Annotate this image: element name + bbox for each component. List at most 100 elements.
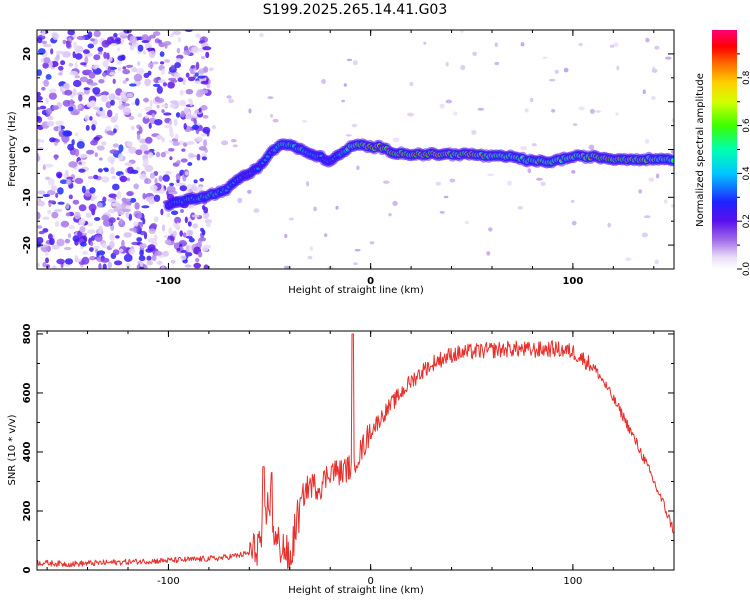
noise-blob bbox=[108, 193, 117, 199]
noise-blob bbox=[169, 182, 175, 187]
noise-blob bbox=[82, 250, 88, 255]
noise-blob bbox=[94, 152, 99, 157]
noise-blob bbox=[56, 258, 65, 265]
noise-blob bbox=[520, 146, 528, 151]
noise-blob bbox=[652, 66, 656, 71]
x-tick-label: 100 bbox=[562, 276, 583, 287]
noise-blob bbox=[146, 111, 154, 116]
noise-blob bbox=[175, 173, 181, 181]
noise-blob bbox=[202, 245, 209, 252]
noise-blob bbox=[184, 216, 188, 224]
noise-blob bbox=[68, 194, 73, 200]
noise-blob bbox=[321, 79, 326, 84]
noise-blob bbox=[142, 50, 147, 55]
noise-blob bbox=[84, 114, 90, 121]
noise-blob bbox=[37, 37, 43, 44]
noise-blob bbox=[460, 30, 464, 34]
noise-blob bbox=[199, 177, 205, 182]
noise-blob bbox=[37, 262, 41, 268]
noise-blob bbox=[37, 236, 44, 244]
spectrogram-ylabel: Frequency (Hz) bbox=[7, 111, 18, 187]
noise-blob bbox=[63, 83, 69, 89]
noise-blob bbox=[72, 199, 80, 205]
noise-blob bbox=[116, 190, 122, 199]
noise-blob bbox=[117, 67, 122, 72]
noise-blob bbox=[55, 50, 65, 55]
noise-blob bbox=[68, 106, 74, 112]
noise-blob bbox=[144, 78, 152, 87]
noise-blob bbox=[74, 75, 81, 79]
noise-blob bbox=[108, 93, 116, 101]
noise-blob bbox=[200, 56, 206, 60]
noise-blob bbox=[178, 140, 185, 146]
noise-blob bbox=[149, 50, 156, 59]
noise-blob bbox=[648, 177, 655, 182]
noise-blob bbox=[472, 51, 477, 56]
noise-blob bbox=[520, 42, 525, 47]
noise-blob bbox=[170, 259, 176, 264]
noise-blob bbox=[45, 264, 50, 269]
noise-blob bbox=[149, 184, 158, 191]
noise-blob bbox=[392, 137, 400, 143]
noise-blob bbox=[136, 81, 141, 86]
noise-blob bbox=[197, 251, 203, 258]
noise-blob bbox=[79, 154, 88, 158]
noise-blob bbox=[134, 202, 140, 210]
noise-blob bbox=[665, 56, 672, 60]
noise-blob bbox=[507, 180, 512, 186]
noise-blob bbox=[578, 106, 585, 111]
noise-blob bbox=[166, 213, 171, 218]
noise-blob bbox=[129, 45, 135, 51]
noise-blob bbox=[102, 60, 109, 68]
noise-blob bbox=[588, 144, 595, 150]
noise-blob bbox=[60, 60, 66, 66]
noise-blob bbox=[488, 227, 493, 232]
noise-blob bbox=[67, 30, 75, 36]
noise-blob bbox=[142, 218, 146, 225]
noise-blob bbox=[65, 202, 70, 210]
noise-blob bbox=[549, 78, 556, 82]
noise-blob bbox=[43, 44, 52, 48]
noise-blob bbox=[165, 170, 172, 175]
noise-blob bbox=[161, 266, 165, 269]
noise-blob bbox=[152, 31, 161, 36]
noise-blob bbox=[58, 65, 64, 71]
noise-blob bbox=[200, 227, 204, 232]
noise-blob bbox=[139, 144, 149, 152]
noise-blob bbox=[49, 238, 55, 246]
noise-blob bbox=[105, 101, 112, 109]
noise-blob bbox=[133, 73, 143, 82]
noise-blob bbox=[341, 99, 345, 103]
noise-blob bbox=[155, 135, 163, 140]
noise-blob bbox=[149, 34, 156, 39]
noise-blob bbox=[43, 57, 51, 64]
noise-blob bbox=[445, 61, 449, 67]
noise-blob bbox=[196, 136, 203, 142]
noise-blob bbox=[37, 190, 46, 195]
noise-blob bbox=[90, 100, 96, 107]
noise-blob bbox=[76, 91, 85, 97]
noise-blob bbox=[354, 248, 361, 252]
spectrogram-xlabel: Height of straight line (km) bbox=[288, 285, 424, 296]
noise-blob bbox=[187, 162, 193, 166]
colorbar-gradient bbox=[712, 30, 737, 269]
noise-blob bbox=[55, 192, 59, 198]
noise-blob bbox=[554, 69, 559, 74]
chart-title: S199.2025.265.14.41.G03 bbox=[263, 2, 448, 18]
noise-blob bbox=[175, 133, 179, 140]
noise-blob bbox=[38, 230, 45, 235]
noise-blob bbox=[176, 160, 181, 165]
noise-blob bbox=[142, 97, 150, 103]
noise-blob bbox=[353, 262, 358, 266]
noise-blob bbox=[48, 200, 56, 204]
noise-blob bbox=[45, 108, 53, 115]
noise-blob bbox=[107, 65, 111, 74]
noise-blob bbox=[125, 262, 131, 269]
noise-blob bbox=[59, 85, 64, 93]
noise-blob bbox=[149, 172, 155, 179]
noise-blob bbox=[53, 208, 63, 213]
noise-blob bbox=[536, 177, 543, 181]
noise-blob bbox=[524, 108, 529, 113]
noise-blob bbox=[98, 263, 102, 269]
